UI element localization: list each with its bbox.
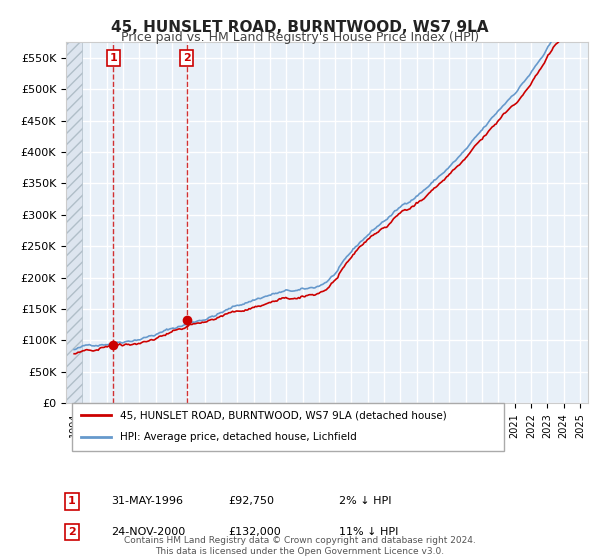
Text: Price paid vs. HM Land Registry's House Price Index (HPI): Price paid vs. HM Land Registry's House …: [121, 31, 479, 44]
Text: 1: 1: [110, 53, 118, 63]
Text: 24-NOV-2000: 24-NOV-2000: [111, 527, 185, 537]
Text: £132,000: £132,000: [228, 527, 281, 537]
Text: HPI: Average price, detached house, Lichfield: HPI: Average price, detached house, Lich…: [119, 432, 356, 442]
Bar: [66, 42, 82, 403]
Text: 45, HUNSLET ROAD, BURNTWOOD, WS7 9LA: 45, HUNSLET ROAD, BURNTWOOD, WS7 9LA: [111, 20, 489, 35]
FancyBboxPatch shape: [72, 403, 504, 451]
Text: 31-MAY-1996: 31-MAY-1996: [111, 496, 183, 506]
Text: 2% ↓ HPI: 2% ↓ HPI: [339, 496, 391, 506]
Text: 1: 1: [68, 496, 76, 506]
Text: £92,750: £92,750: [228, 496, 274, 506]
Text: 45, HUNSLET ROAD, BURNTWOOD, WS7 9LA (detached house): 45, HUNSLET ROAD, BURNTWOOD, WS7 9LA (de…: [119, 410, 446, 420]
Text: 2: 2: [183, 53, 191, 63]
Text: 2: 2: [68, 527, 76, 537]
Text: 11% ↓ HPI: 11% ↓ HPI: [339, 527, 398, 537]
Text: Contains HM Land Registry data © Crown copyright and database right 2024.
This d: Contains HM Land Registry data © Crown c…: [124, 536, 476, 556]
